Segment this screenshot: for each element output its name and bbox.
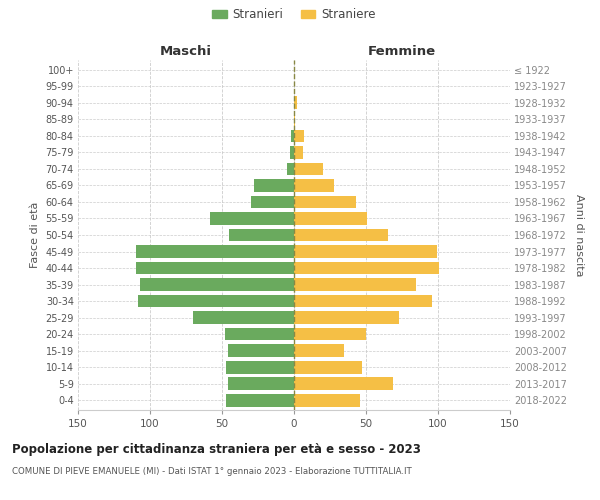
Text: Maschi: Maschi [160, 46, 212, 59]
Bar [294, 228, 388, 241]
Bar [291, 130, 294, 142]
Bar [294, 294, 432, 308]
Bar [294, 146, 302, 159]
Bar [294, 344, 344, 357]
Legend: Stranieri, Straniere: Stranieri, Straniere [208, 4, 380, 26]
Bar [139, 294, 294, 308]
Y-axis label: Fasce di età: Fasce di età [30, 202, 40, 268]
Text: COMUNE DI PIEVE EMANUELE (MI) - Dati ISTAT 1° gennaio 2023 - Elaborazione TUTTIT: COMUNE DI PIEVE EMANUELE (MI) - Dati IST… [12, 468, 412, 476]
Bar [287, 162, 294, 175]
Bar [294, 360, 362, 374]
Bar [254, 179, 294, 192]
Bar [136, 245, 294, 258]
Bar [294, 262, 439, 274]
Bar [136, 262, 294, 274]
Bar [294, 377, 394, 390]
Bar [294, 96, 297, 110]
Bar [225, 328, 294, 340]
Bar [229, 228, 294, 241]
Bar [226, 360, 294, 374]
Bar [228, 377, 294, 390]
Bar [294, 196, 356, 208]
Bar [294, 278, 416, 291]
Bar [290, 146, 294, 159]
Text: Femmine: Femmine [368, 46, 436, 59]
Bar [140, 278, 294, 291]
Bar [294, 245, 437, 258]
Bar [294, 162, 323, 175]
Bar [294, 130, 304, 142]
Bar [294, 212, 367, 225]
Bar [294, 394, 360, 406]
Bar [294, 179, 334, 192]
Bar [226, 394, 294, 406]
Bar [228, 344, 294, 357]
Bar [294, 328, 366, 340]
Y-axis label: Anni di nascita: Anni di nascita [574, 194, 584, 276]
Text: Popolazione per cittadinanza straniera per età e sesso - 2023: Popolazione per cittadinanza straniera p… [12, 442, 421, 456]
Bar [251, 196, 294, 208]
Bar [211, 212, 294, 225]
Bar [193, 311, 294, 324]
Bar [294, 113, 295, 126]
Bar [294, 311, 399, 324]
